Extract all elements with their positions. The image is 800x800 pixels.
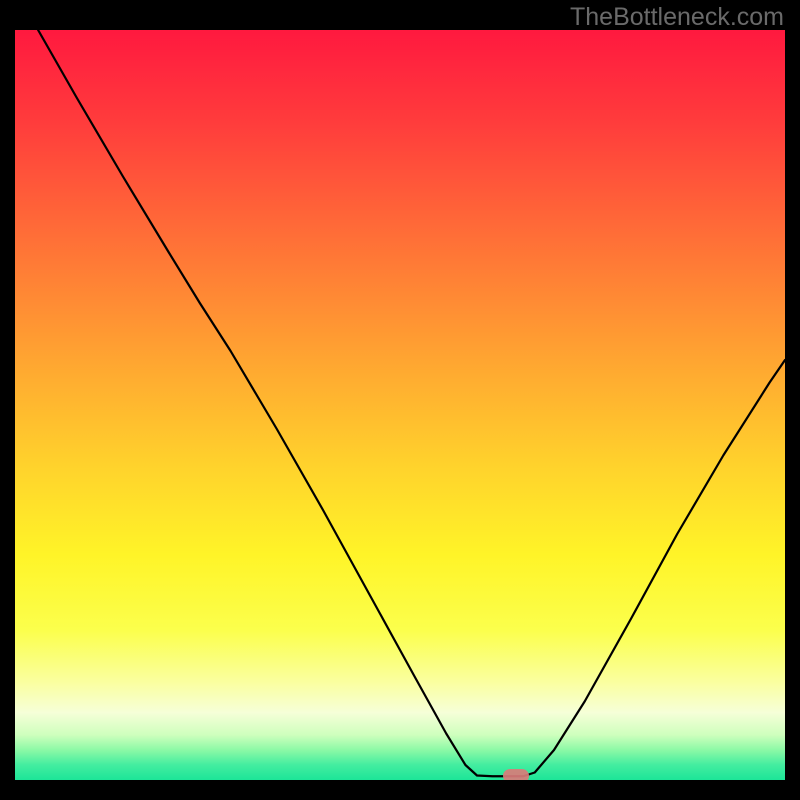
curve-path — [38, 30, 785, 776]
watermark-text: TheBottleneck.com — [570, 3, 784, 32]
plot-area — [15, 30, 785, 780]
chart-frame — [0, 0, 800, 800]
bottleneck-curve — [15, 30, 785, 780]
optimum-marker — [503, 769, 529, 780]
